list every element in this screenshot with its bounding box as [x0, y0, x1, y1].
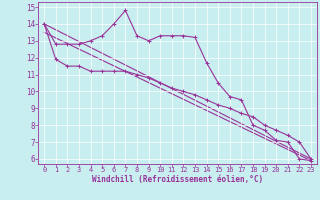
X-axis label: Windchill (Refroidissement éolien,°C): Windchill (Refroidissement éolien,°C): [92, 175, 263, 184]
